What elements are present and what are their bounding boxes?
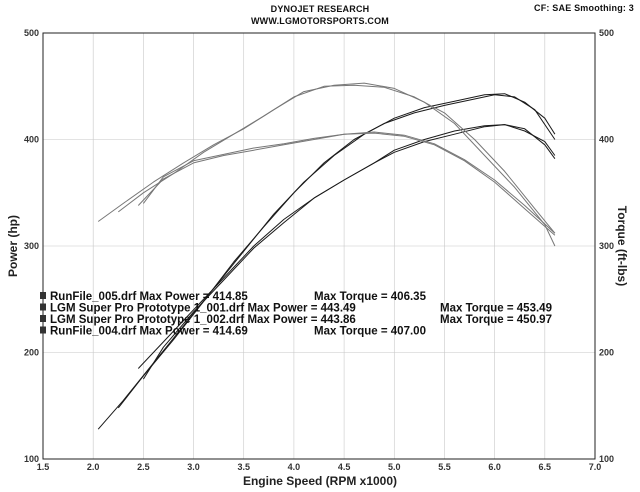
series-line-lgm-super-pro-prototype-1-001-power: [97, 93, 556, 430]
x-tick-label: 1.5: [37, 462, 50, 472]
legend-torque-text: Max Torque = 450.97: [440, 314, 552, 326]
y2-axis-ticks: 100 200 300 400 500: [599, 28, 614, 464]
series-line-runfile-005-torque: [137, 132, 556, 236]
legend-power-text: RunFile_004.drf Max Power = 414.69: [50, 326, 248, 338]
series-lines: [97, 82, 556, 430]
y-axis-ticks: 100 200 300 400 500: [24, 28, 39, 464]
y2-tick-label: 100: [599, 454, 614, 464]
legend-swatch: [40, 326, 46, 334]
y-tick-label: 200: [24, 348, 39, 358]
x-tick-label: 7.0: [589, 462, 602, 472]
y2-axis-label: Torque (ft-lbs): [615, 206, 629, 286]
plot-frame: [42, 32, 596, 460]
correction-settings: CF: SAE Smoothing: 3: [534, 3, 634, 13]
legend-torque-text: Max Torque = 453.49: [440, 303, 552, 315]
x-tick-label: 4.0: [288, 462, 301, 472]
legend-torque-text: Max Torque = 406.35: [314, 291, 427, 303]
x-tick-label: 5.0: [388, 462, 401, 472]
series-line-lgm-super-pro-prototype-1-002-power: [117, 94, 556, 409]
y-tick-label: 300: [24, 241, 39, 251]
legend-swatch: [40, 292, 46, 299]
legend-power-text: LGM Super Pro Prototype 1_001.drf Max Po…: [50, 303, 356, 315]
legend: RunFile_005.drf Max Power = 414.85 Max To…: [40, 291, 552, 338]
y2-tick-label: 500: [599, 28, 614, 38]
y-tick-label: 400: [24, 135, 39, 145]
y2-tick-label: 200: [599, 348, 614, 358]
series-line-lgm-super-pro-prototype-1-001-torque: [97, 82, 556, 247]
x-tick-label: 6.0: [488, 462, 501, 472]
y-axis-label: Power (hp): [6, 215, 20, 277]
legend-power-text: RunFile_005.drf Max Power = 414.85: [50, 291, 248, 303]
x-axis-ticks: 1.5 2.0 2.5 3.0 3.5 4.0 4.5 5.0 5.5 6.0 6.5 7.0: [37, 462, 602, 472]
legend-swatch: [40, 303, 46, 311]
y-tick-label: 500: [24, 28, 39, 38]
series-line-runfile-004-power: [142, 124, 556, 380]
legend-swatch: [40, 315, 46, 322]
legend-torque-text: Max Torque = 407.00: [314, 326, 426, 338]
x-tick-label: 4.5: [338, 462, 351, 472]
y2-tick-label: 300: [599, 241, 614, 251]
series-line-runfile-004-torque: [143, 131, 556, 234]
series-line-lgm-super-pro-prototype-1-002-torque: [117, 84, 556, 234]
y2-tick-label: 400: [599, 135, 614, 145]
chart-title: DYNOJET RESEARCH: [270, 4, 370, 14]
x-axis-label: Engine Speed (RPM x1000): [243, 474, 397, 488]
x-tick-label: 3.5: [237, 462, 250, 472]
chart-subtitle: WWW.LGMOTORSPORTS.COM: [250, 16, 390, 26]
x-tick-label: 3.0: [187, 462, 200, 472]
x-tick-label: 2.5: [137, 462, 150, 472]
x-tick-label: 6.5: [539, 462, 552, 472]
legend-power-text: LGM Super Pro Prototype 1_002.drf Max Po…: [50, 314, 356, 326]
x-tick-label: 5.5: [438, 462, 451, 472]
x-tick-label: 2.0: [87, 462, 100, 472]
y-tick-label: 100: [24, 454, 39, 464]
